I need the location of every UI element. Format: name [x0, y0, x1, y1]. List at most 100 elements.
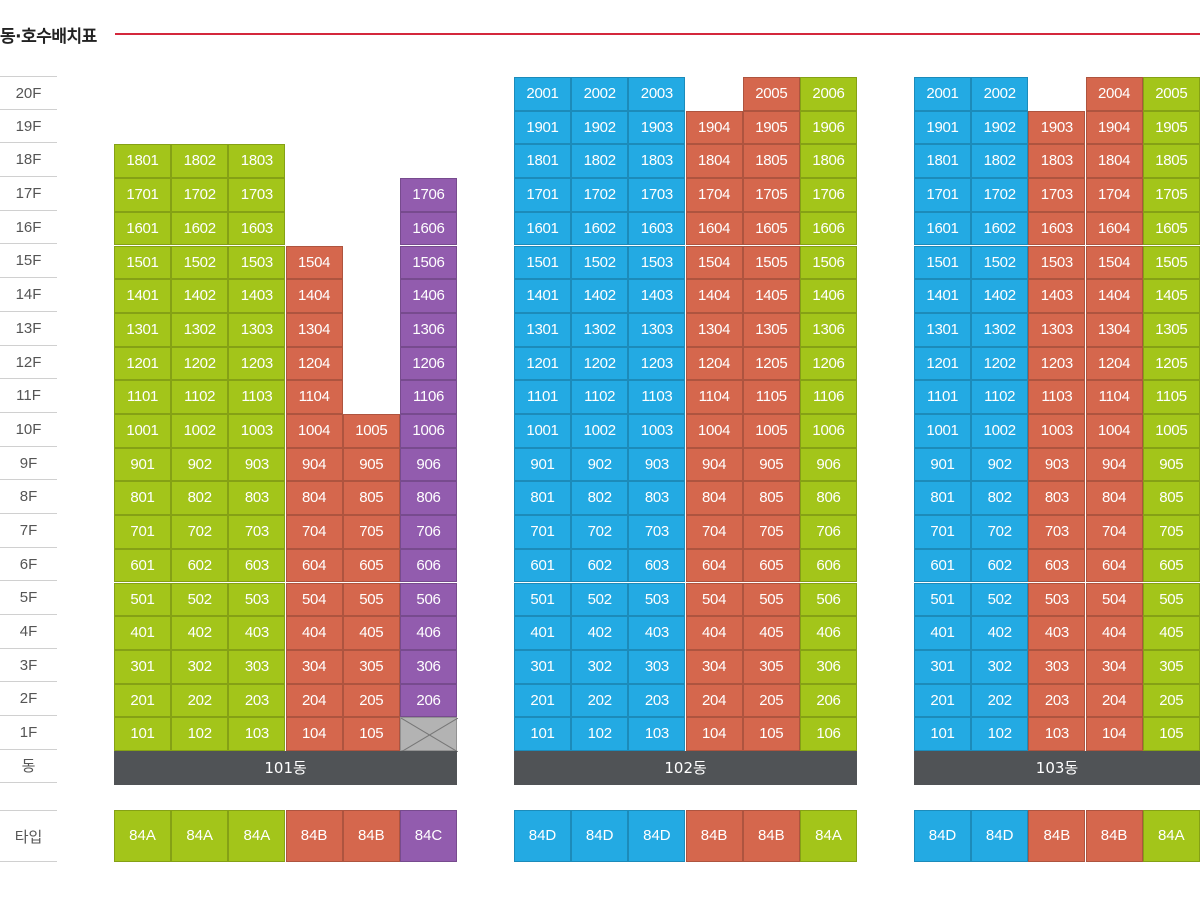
building-label: 101동	[114, 751, 458, 785]
unit-cell: 501	[114, 582, 171, 617]
unit-cell: 604	[685, 548, 743, 583]
type-cell: 84A	[1142, 810, 1200, 862]
unit-cell: 1005	[342, 414, 400, 448]
unit-cell: 1006	[400, 414, 457, 448]
unit-cell: 702	[571, 515, 629, 549]
unit-cell: 1205	[1142, 346, 1200, 381]
unit-cell: 901	[514, 447, 571, 482]
unit-cell: 301	[114, 649, 171, 684]
unit-cell: 904	[1085, 447, 1143, 482]
unit-cell: 1506	[400, 245, 457, 280]
unit-cell: 1003	[628, 414, 686, 448]
unit-cell: 1306	[800, 312, 857, 347]
unit-cell: 1203	[628, 346, 686, 381]
unit-cell: 1604	[1085, 211, 1143, 246]
unit-cell: 603	[628, 548, 686, 583]
unit-cell: 1701	[914, 178, 971, 212]
unit-cell: 601	[114, 548, 171, 583]
unit-cell: 2002	[971, 77, 1029, 111]
unit-cell: 203	[628, 683, 686, 718]
unit-cell: 403	[1028, 616, 1086, 650]
unit-cell: 302	[171, 649, 229, 684]
unit-cell: 1703	[628, 178, 686, 212]
unit-cell: 402	[571, 616, 629, 650]
unit-cell: 1001	[914, 414, 971, 448]
unit-cell: 204	[285, 683, 343, 718]
unit-cell: 1602	[571, 211, 629, 246]
unit-cell: 105	[1142, 717, 1200, 751]
type-cell: 84D	[914, 810, 971, 862]
unit-cell: 1601	[914, 211, 971, 246]
unit-cell: 1404	[685, 279, 743, 313]
unit-cell: 1706	[800, 178, 857, 212]
unit-cell: 1404	[285, 279, 343, 313]
unit-cell: 1502	[171, 245, 229, 280]
floor-label: 16F	[0, 211, 57, 245]
unit-cell: 1005	[1142, 414, 1200, 448]
unit-cell: 206	[800, 683, 857, 718]
unit-cell: 605	[1142, 548, 1200, 583]
unit-cell: 604	[285, 548, 343, 583]
unit-cell: 1105	[1142, 380, 1200, 414]
unit-cell: 505	[342, 582, 400, 617]
unit-cell: 1004	[685, 414, 743, 448]
type-cell: 84B	[685, 810, 743, 862]
unit-cell: 1503	[228, 245, 286, 280]
unit-cell: 303	[228, 649, 286, 684]
unit-cell: 1902	[971, 110, 1029, 145]
unit-cell: 601	[514, 548, 571, 583]
unit-cell: 1102	[971, 380, 1029, 414]
unit-cell: 1302	[571, 312, 629, 347]
unit-cell: 1003	[228, 414, 286, 448]
unit-cell: 1804	[1085, 144, 1143, 179]
unit-cell: 1703	[228, 178, 286, 212]
unit-cell: 1206	[400, 346, 457, 381]
unit-cell: 701	[514, 515, 571, 549]
unit-cell: 703	[1028, 515, 1086, 549]
unit-cell: 1706	[400, 178, 457, 212]
unit-cell: 102	[971, 717, 1029, 751]
unit-cell: 401	[514, 616, 571, 650]
unit-cell: 603	[228, 548, 286, 583]
unit-cell: 1504	[285, 245, 343, 280]
unit-cell: 1202	[171, 346, 229, 381]
floor-label: 동	[0, 750, 57, 784]
floor-label: 6F	[0, 548, 57, 582]
unit-cell: 1805	[1142, 144, 1200, 179]
unit-cell: 1601	[514, 211, 571, 246]
building-label: 103동	[914, 751, 1200, 785]
unit-cell: 1602	[971, 211, 1029, 246]
unit-cell: 1201	[514, 346, 571, 381]
unit-cell: 1203	[1028, 346, 1086, 381]
type-row-label: 타입	[0, 810, 57, 862]
unit-cell: 1104	[1085, 380, 1143, 414]
unit-cell: 1604	[685, 211, 743, 246]
unit-cell: 602	[971, 548, 1029, 583]
unit-cell: 1605	[1142, 211, 1200, 246]
unit-cell: 1505	[1142, 245, 1200, 280]
unit-cell: 1605	[742, 211, 800, 246]
unit-cell: 1402	[971, 279, 1029, 313]
unit-cell: 1202	[971, 346, 1029, 381]
unit-cell: 706	[400, 515, 457, 549]
unit-cell: 506	[800, 582, 857, 617]
unit-cell: 2004	[1085, 77, 1143, 111]
unit-cell: 2002	[571, 77, 629, 111]
floor-label: 3F	[0, 649, 57, 683]
unit-cell: 1704	[1085, 178, 1143, 212]
unit-cell: 1506	[800, 245, 857, 280]
unit-cell: 404	[1085, 616, 1143, 650]
unit-cell: 605	[342, 548, 400, 583]
unit-cell: 1402	[571, 279, 629, 313]
unit-cell: 1705	[1142, 178, 1200, 212]
unit-cell: 602	[171, 548, 229, 583]
unit-cell: 1103	[228, 380, 286, 414]
unit-cell: 1404	[1085, 279, 1143, 313]
unit-cell: 1806	[800, 144, 857, 179]
unit-cell: 1303	[628, 312, 686, 347]
unit-cell: 901	[914, 447, 971, 482]
unit-cell: 802	[571, 481, 629, 516]
unit-cell: 1406	[800, 279, 857, 313]
unit-cell: 1503	[1028, 245, 1086, 280]
unit-cell: 1204	[285, 346, 343, 381]
